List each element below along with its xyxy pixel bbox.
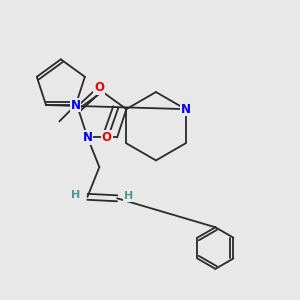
Text: N: N: [181, 103, 190, 116]
Text: N: N: [71, 99, 81, 112]
Text: O: O: [102, 131, 112, 144]
Text: O: O: [94, 81, 104, 94]
Text: H: H: [124, 191, 133, 201]
Text: H: H: [71, 190, 80, 200]
Text: N: N: [82, 131, 92, 144]
